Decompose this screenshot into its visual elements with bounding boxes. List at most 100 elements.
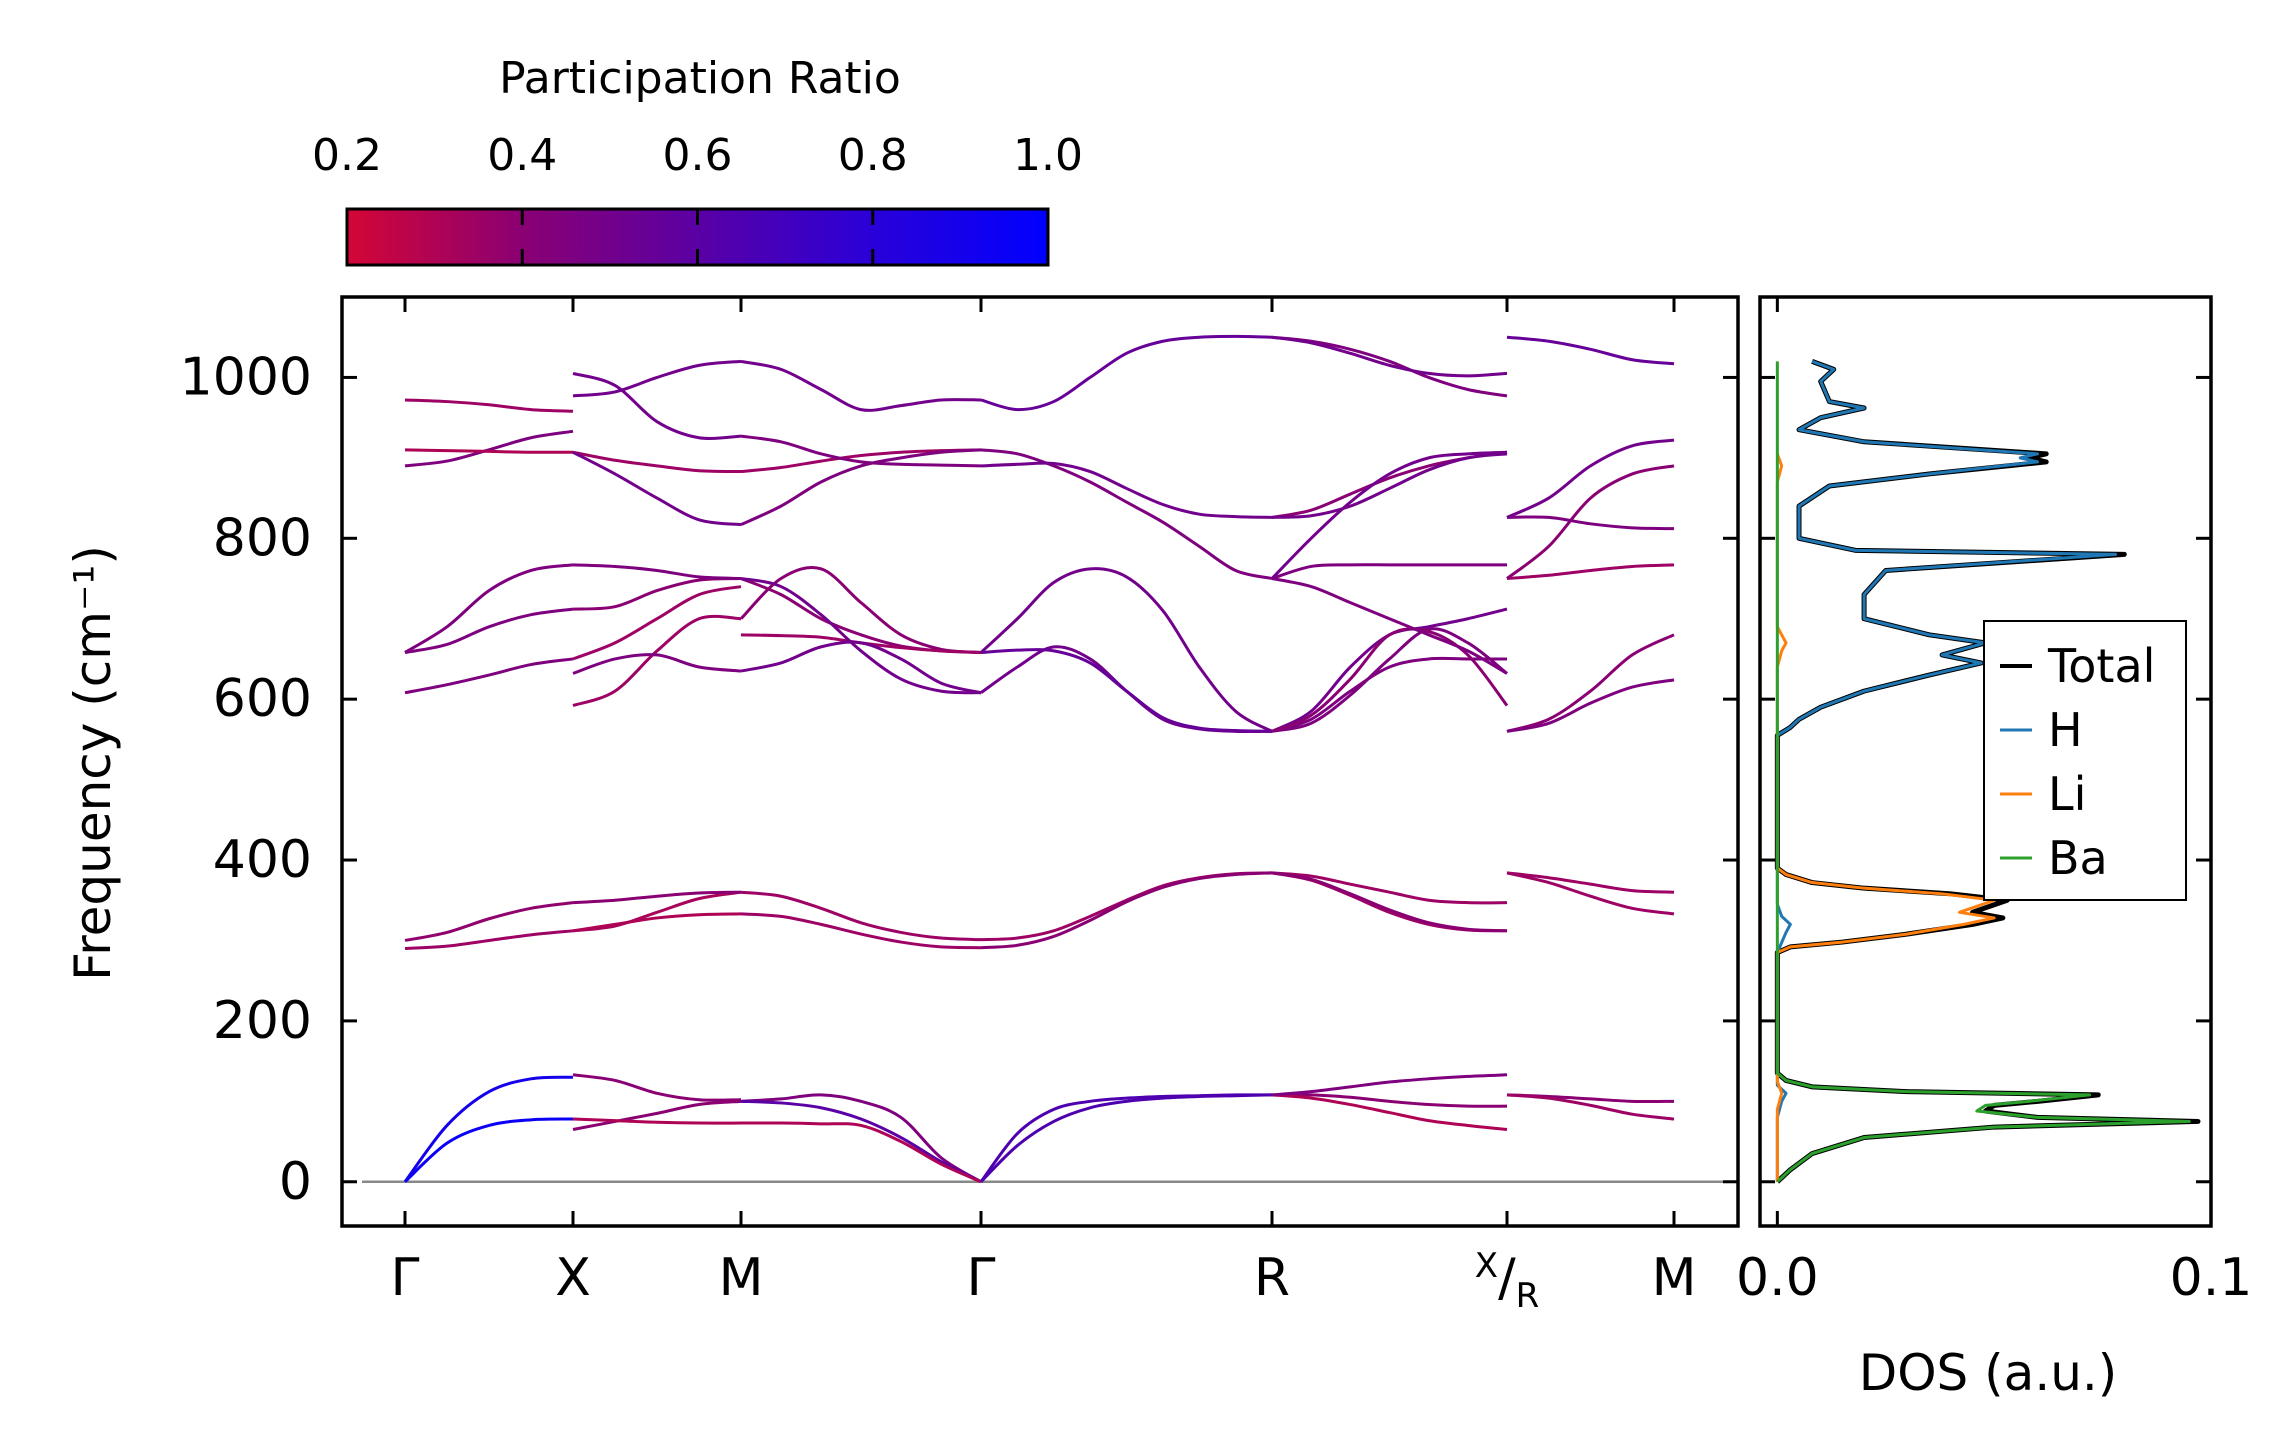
x-tick-label: Γ [391, 1248, 420, 1308]
phonon-branch [572, 371, 742, 441]
x-tick-label: Γ [967, 1248, 996, 1308]
phonon-branch [404, 448, 574, 454]
phonon-branch [740, 1099, 982, 1184]
phonon-branch [1506, 464, 1675, 580]
colorbar-tick-label: 0.8 [838, 130, 908, 181]
phonon-branch [1270, 450, 1508, 580]
colorbar-ticks [520, 209, 875, 265]
phonon-branch [740, 640, 982, 695]
phonon-branch [1271, 335, 1508, 398]
x-tick-label: M [1652, 1248, 1697, 1308]
phonon-branch [740, 448, 982, 474]
phonon-branch [980, 334, 1273, 412]
phonon-branch [1271, 563, 1507, 580]
phonon-branch [740, 912, 982, 950]
phonon-branch [572, 912, 742, 933]
legend: Total H Li Ba [1983, 620, 2187, 901]
phonon-branch [740, 1121, 982, 1184]
phonon-branch [1506, 871, 1675, 894]
dos-x-tick-labels: 0.0 0.1 [1736, 1248, 2252, 1308]
y-tick-label: 400 [213, 830, 312, 890]
phonon-branch [980, 645, 1273, 734]
phonon-branch [1271, 627, 1509, 733]
x-tick-label: R [1254, 1248, 1290, 1308]
phonon-branch [1271, 607, 1508, 733]
phonon-branch [572, 614, 742, 708]
phonon-branch [1506, 633, 1675, 733]
legend-label: H [2048, 703, 2083, 757]
phonon-branch [740, 434, 982, 468]
legend-entries: Total H Li Ba [2000, 639, 2155, 885]
y-axis-label: Frequency (cm⁻¹) [64, 545, 122, 981]
phonon-branch [980, 871, 1273, 950]
phonon-branch [980, 648, 1273, 733]
phonon-branch [572, 1073, 742, 1102]
x-tick-label: X/R [1475, 1246, 1539, 1316]
phonon-branch [740, 1093, 982, 1184]
phonon-branch [740, 359, 982, 412]
phonon-branch [404, 657, 574, 695]
dos-curve-ba [1775, 361, 2191, 1183]
phonon-branch [1271, 1093, 1508, 1131]
dos-panel: 0.0 0.1 DOS (a.u.) Total H Li Ba [1736, 295, 2252, 1402]
y-tick-label: 1000 [180, 347, 312, 407]
phonon-branch [1506, 1093, 1675, 1121]
dos-curves [1774, 359, 2201, 1184]
phonon-branch [572, 450, 742, 474]
phonon-branch [1271, 335, 1508, 378]
x-tick-label: M [719, 1248, 764, 1308]
phonon-branch [980, 461, 1273, 519]
phonon-branch [572, 1099, 742, 1131]
colorbar-title: Participation Ratio [499, 53, 901, 104]
phonon-branch [403, 1075, 574, 1183]
phonon-branch [980, 448, 1273, 580]
phonon-branch [1506, 871, 1675, 916]
phonon-branch [572, 585, 742, 661]
phonon-branch [1271, 1073, 1508, 1097]
dos-curve-h [1775, 359, 2118, 1182]
colorbar-tick-labels: 0.2 0.4 0.6 0.8 1.0 [312, 130, 1083, 181]
phonon-branch [1271, 627, 1508, 733]
legend-label: Li [2048, 767, 2086, 821]
phonon-branch [572, 1117, 742, 1125]
phonon-branch [572, 563, 742, 581]
legend-label: Total [2047, 639, 2155, 693]
band-structure-panel: Frequency (cm⁻¹) 0 200 400 600 800 1000 Γ X M Γ R… [64, 295, 1740, 1316]
phonon-branch [979, 1093, 1273, 1183]
phonon-branch [1271, 452, 1508, 519]
y-tick-label: 600 [213, 669, 312, 729]
colorbar: Participation Ratio 0.2 0.4 0.6 0.8 1.0 [312, 53, 1083, 267]
phonon-branch [403, 1117, 574, 1183]
phonon-branch [404, 563, 574, 654]
phonon-branch [1271, 871, 1508, 933]
band-axis-ticks [342, 297, 1738, 1226]
phonon-branch [572, 450, 742, 527]
y-tick-label: 0 [279, 1152, 312, 1212]
phonon-branch [740, 448, 982, 526]
dos-x-tick-label: 0.0 [1736, 1248, 1819, 1308]
y-tick-label: 200 [213, 991, 312, 1051]
band-y-tick-labels: 0 200 400 600 800 1000 [180, 347, 312, 1211]
band-x-tick-labels: Γ X M Γ R X/R M [391, 1246, 1697, 1316]
dos-x-axis-label: DOS (a.u.) [1859, 1344, 2118, 1402]
phonon-branch [1506, 563, 1675, 581]
band-axes-frame [340, 295, 1740, 1228]
x-tick-label: X [555, 1248, 591, 1308]
phonon-branch [404, 929, 574, 951]
y-tick-label: 800 [213, 508, 312, 568]
dos-axes-frame [1758, 295, 2213, 1228]
colorbar-tick-label: 0.6 [663, 130, 733, 181]
phonon-branch [739, 566, 982, 655]
phonon-branch [572, 359, 742, 398]
phonon-branch [1271, 656, 1507, 733]
colorbar-tick-label: 1.0 [1013, 130, 1083, 181]
phonon-branch [740, 890, 982, 942]
colorbar-tick-label: 0.4 [487, 130, 557, 181]
phonon-branch [979, 567, 1273, 733]
phonon-branch [404, 429, 574, 468]
phonon-branch [404, 398, 574, 413]
dos-x-tick-label: 0.1 [2170, 1248, 2253, 1308]
phonon-branch [1506, 335, 1675, 366]
phonon-branch [404, 901, 574, 942]
phonon-branches [403, 334, 1675, 1184]
